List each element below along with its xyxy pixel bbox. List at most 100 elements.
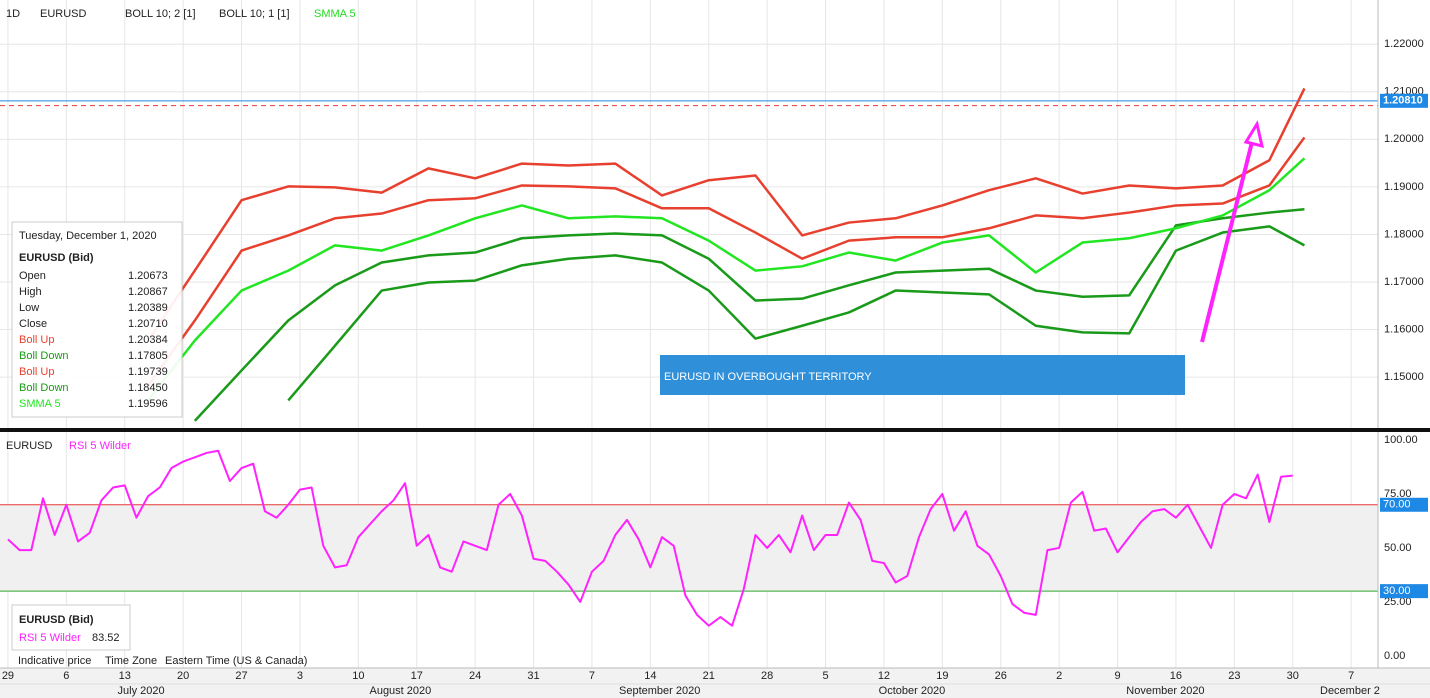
axis-layer: 29 6 13 20 27 3 10 17 24 31 7 14 21 28 5 12 19 26 2 9 16 23 30…	[2, 38, 1428, 697]
x-tick-label: 27	[235, 670, 247, 682]
info-label: Boll Up	[19, 366, 54, 378]
x-tick-label: 19	[936, 670, 948, 682]
info-value: 1.17805	[128, 350, 168, 362]
y-tick-label: 25.00	[1384, 596, 1412, 608]
y-tick-label: 50.00	[1384, 542, 1412, 554]
series-line	[7, 449, 1293, 627]
info-box: Tuesday, December 1, 2020 EURUSD (Bid) O…	[11, 221, 183, 418]
x-tick-label: 20	[177, 670, 189, 682]
y-tick-label: 100.00	[1384, 434, 1418, 446]
info-date: Tuesday, December 1, 2020	[19, 230, 157, 242]
x-tick-label: 30	[1287, 670, 1299, 682]
info-label: High	[19, 286, 42, 298]
rsi-panel	[0, 449, 1378, 627]
info-value: 1.19596	[128, 398, 168, 410]
month-label: October 2020	[879, 685, 946, 697]
x-tick-label: 17	[411, 670, 423, 682]
right-axis-bg	[1378, 0, 1430, 668]
rsi-symbol: EURUSD	[6, 440, 53, 452]
x-tick-label: 31	[527, 670, 539, 682]
rsi-indicator-label: RSI 5 Wilder	[69, 440, 131, 452]
month-label: July 2020	[118, 685, 165, 697]
level-label: 30.00	[1383, 585, 1411, 597]
x-tick-label: 10	[352, 670, 364, 682]
info-value: 1.20384	[128, 334, 168, 346]
month-label: September 2020	[619, 685, 700, 697]
rsi-box-frame	[11, 604, 131, 651]
annotation-arrow	[1200, 141, 1254, 343]
x-tick-label: 26	[995, 670, 1007, 682]
x-axis-bg	[0, 668, 1430, 698]
x-tick-label: 16	[1170, 670, 1182, 682]
info-value: 1.19739	[128, 366, 168, 378]
month-label: December 2	[1320, 685, 1380, 697]
footer-text: Time Zone	[105, 655, 157, 667]
info-label: Boll Down	[19, 350, 69, 362]
x-tick-label: 7	[1348, 670, 1354, 682]
info-title: EURUSD (Bid)	[19, 252, 94, 264]
indicator-label: SMMA 5	[314, 8, 356, 20]
x-tick-label: 7	[589, 670, 595, 682]
indicator-label: BOLL 10; 1 [1]	[219, 8, 290, 20]
annotation-box	[660, 355, 1185, 395]
info-value: 1.18450	[128, 382, 168, 394]
x-tick-label: 5	[822, 670, 828, 682]
timeframe: 1D	[6, 8, 20, 20]
info-value: 1.20673	[128, 270, 168, 282]
level-label: 70.00	[1383, 499, 1411, 511]
level-label-bg	[1380, 584, 1428, 599]
x-tick-label: 3	[297, 670, 303, 682]
price-label-bg	[1380, 93, 1428, 108]
info-value: 1.20389	[128, 302, 168, 314]
info-value: 1.20867	[128, 286, 168, 298]
info-label: Close	[19, 318, 47, 330]
rsi-box-label: RSI 5 Wilder	[19, 632, 81, 644]
rsi-box-title: EURUSD (Bid)	[19, 614, 94, 626]
x-tick-label: 14	[644, 670, 656, 682]
series-line	[147, 136, 1306, 387]
x-tick-label: 13	[119, 670, 131, 682]
y-tick-label: 75.00	[1384, 488, 1412, 500]
level-label-bg	[1380, 497, 1428, 512]
y-tick-label: 1.22000	[1384, 38, 1424, 50]
y-tick-label: 1.20000	[1384, 133, 1424, 145]
info-box-frame	[11, 221, 183, 418]
x-tick-label: 29	[2, 670, 14, 682]
y-tick-label: 1.18000	[1384, 228, 1424, 240]
series-line	[287, 225, 1306, 402]
price-panel	[0, 87, 1378, 422]
month-label: November 2020	[1126, 685, 1204, 697]
x-tick-label: 9	[1114, 670, 1120, 682]
annotation-arrowhead	[1243, 120, 1265, 149]
indicator-label: BOLL 10; 2 [1]	[125, 8, 196, 20]
x-tick-label: 28	[761, 670, 773, 682]
x-tick-label: 24	[469, 670, 481, 682]
footer-text: Eastern Time (US & Canada)	[165, 655, 307, 667]
x-tick-label: 6	[63, 670, 69, 682]
y-tick-label: 0.00	[1384, 650, 1405, 662]
info-label: Open	[19, 270, 46, 282]
y-tick-label: 1.17000	[1384, 276, 1424, 288]
info-label: SMMA 5	[19, 398, 61, 410]
x-tick-label: 23	[1228, 670, 1240, 682]
panel-separator	[0, 428, 1430, 432]
series-line	[147, 157, 1306, 402]
rsi-box-value: 83.52	[92, 632, 120, 644]
price-label: 1.20810	[1383, 95, 1423, 107]
y-tick-label: 1.15000	[1384, 371, 1424, 383]
x-tick-label: 2	[1056, 670, 1062, 682]
info-label: Boll Down	[19, 382, 69, 394]
month-label: August 2020	[369, 685, 431, 697]
y-tick-label: 1.19000	[1384, 181, 1424, 193]
info-label: Low	[19, 302, 39, 314]
x-tick-label: 21	[703, 670, 715, 682]
series-line	[147, 87, 1306, 342]
symbol: EURUSD	[40, 8, 87, 20]
level-band	[0, 504, 1378, 592]
annotation-text: EURUSD IN OVERBOUGHT TERRITORY	[664, 371, 872, 383]
info-value: 1.20710	[128, 318, 168, 330]
y-tick-label: 1.16000	[1384, 323, 1424, 335]
footer-text: Indicative price	[18, 655, 91, 667]
